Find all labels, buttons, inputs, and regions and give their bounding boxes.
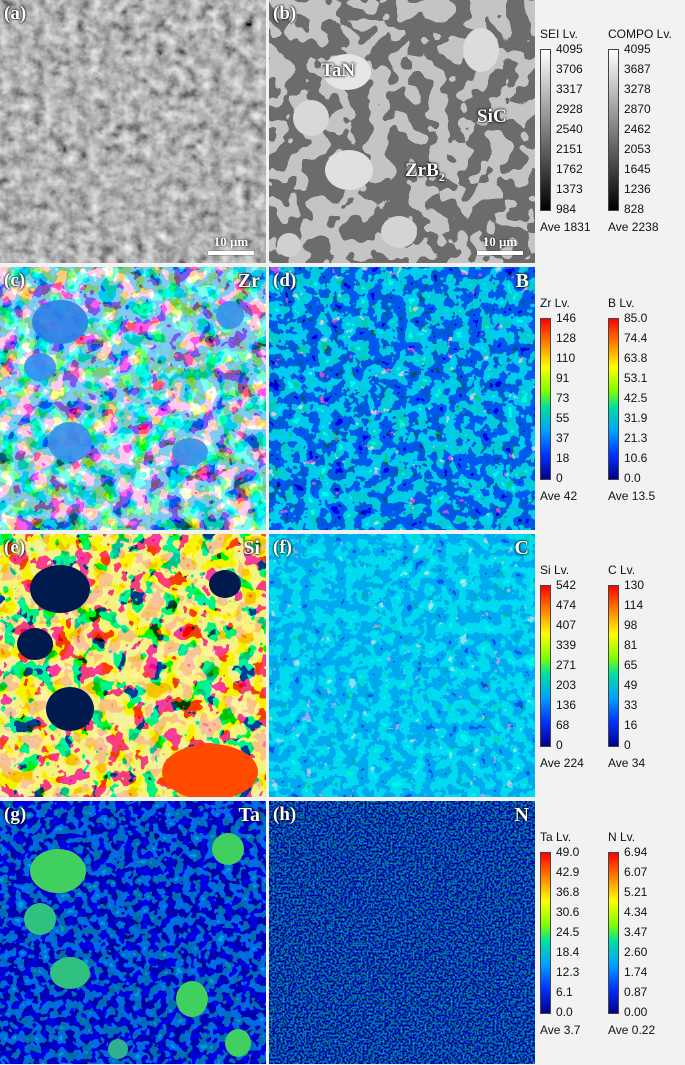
legend-ticks: 4095 3687 3278 2870 2462 2053 1645 1236 828 (624, 42, 651, 216)
panel-g-ta-map: (g) Ta (0, 801, 266, 1064)
legend-b: B Lv. 85.0 74.4 63.8 53.1 42.5 31.9 21.3 10.6 0.… (608, 296, 678, 526)
legend-title: SEI Lv. (540, 27, 578, 41)
legend-title: Zr Lv. (540, 296, 570, 310)
panel-h-n-map: (h) N (269, 801, 535, 1064)
legend-ticks: 146 128 110 91 73 55 37 18 0 (556, 311, 577, 485)
panel-label: (f) (273, 537, 292, 558)
legend-n: N Lv. 6.94 6.07 5.21 4.34 3.47 2.60 1.74 0.87 0.… (608, 830, 678, 1060)
element-label: Si (243, 537, 260, 559)
legend-average: Ave 224 (540, 756, 584, 770)
legend-zr: Zr Lv. 146 128 110 91 73 55 37 18 0 Ave 42 (540, 296, 610, 526)
legend-title: COMPO Lv. (608, 27, 672, 41)
legend-title: Si Lv. (540, 563, 570, 577)
legend-average: Ave 13.5 (608, 489, 656, 503)
ta-map (0, 801, 266, 1064)
legend-ticks: 4095 3706 3317 2928 2540 2151 1762 1373 984 (556, 42, 583, 216)
panel-label: (d) (273, 270, 297, 291)
colorbar (540, 49, 551, 211)
legend-average: Ave 2238 (608, 220, 659, 234)
colorbar (540, 852, 551, 1014)
scale-bar: 10 μm (477, 234, 523, 255)
compo-micrograph (269, 0, 535, 263)
legend-c: C Lv. 130 114 98 81 65 49 33 16 0 Ave 34 (608, 563, 678, 793)
legend-title: B Lv. (608, 296, 635, 310)
legend-sei: SEI Lv. 4095 3706 3317 2928 2540 2151 1762 1373… (540, 27, 610, 257)
panel-c-zr-map: (c) Zr (0, 267, 266, 530)
panel-b-compo-image: (b) TaN SiC ZrB2 10 μm (269, 0, 535, 263)
colorbar (608, 49, 619, 211)
legend-compo: COMPO Lv. 4095 3687 3278 2870 2462 2053 1645 12… (608, 27, 678, 257)
element-label: N (514, 804, 529, 826)
legend-ticks: 542 474 407 339 271 203 136 68 0 (556, 578, 577, 752)
b-map (269, 267, 535, 530)
legend-title: N Lv. (608, 830, 636, 844)
legend-average: Ave 0.22 (608, 1023, 656, 1037)
n-map (269, 801, 535, 1064)
legend-average: Ave 1831 (540, 220, 591, 234)
panel-label: (a) (4, 3, 27, 24)
panel-label: (b) (273, 3, 297, 24)
legend-title: C Lv. (608, 563, 636, 577)
legend-ticks: 85.0 74.4 63.8 53.1 42.5 31.9 21.3 10.6 0.0 (624, 311, 648, 485)
panel-label: (c) (4, 270, 26, 291)
element-label: Zr (237, 270, 260, 292)
legend-title: Ta Lv. (540, 830, 572, 844)
colorbar (608, 585, 619, 747)
legend-average: Ave 42 (540, 489, 578, 503)
legend-average: Ave 3.7 (540, 1023, 581, 1037)
panel-e-si-map: (e) Si (0, 534, 266, 797)
si-map (0, 534, 266, 797)
legend-ticks: 6.94 6.07 5.21 4.34 3.47 2.60 1.74 0.87 0.00 (624, 845, 648, 1019)
colorbar (540, 318, 551, 480)
zr-map (0, 267, 266, 530)
panel-label: (e) (4, 537, 26, 558)
sei-micrograph (0, 0, 266, 263)
panel-f-c-map: (f) C (269, 534, 535, 797)
phase-label-zrb2: ZrB2 (405, 160, 445, 184)
legend-average: Ave 34 (608, 756, 646, 770)
legend-ta: Ta Lv. 49.0 42.9 36.8 30.6 24.5 18.4 12.3 6.1 0.… (540, 830, 610, 1060)
legend-ticks: 130 114 98 81 65 49 33 16 0 (624, 578, 645, 752)
legend-si: Si Lv. 542 474 407 339 271 203 136 68 0 Ave 224 (540, 563, 610, 793)
colorbar (608, 318, 619, 480)
phase-label-sic: SiC (477, 106, 507, 127)
element-label: Ta (238, 804, 260, 826)
c-map (269, 534, 535, 797)
scale-bar: 10 μm (208, 234, 254, 255)
panel-label: (h) (273, 804, 297, 825)
colorbar (608, 852, 619, 1014)
phase-label-tan: TaN (321, 60, 356, 81)
panel-a-sei-image: (a) 10 μm (0, 0, 266, 263)
element-label: C (514, 537, 529, 559)
colorbar (540, 585, 551, 747)
panel-d-b-map: (d) B (269, 267, 535, 530)
legend-ticks: 49.0 42.9 36.8 30.6 24.5 18.4 12.3 6.1 0.0 (556, 845, 580, 1019)
panel-label: (g) (4, 804, 27, 825)
element-label: B (515, 270, 529, 292)
